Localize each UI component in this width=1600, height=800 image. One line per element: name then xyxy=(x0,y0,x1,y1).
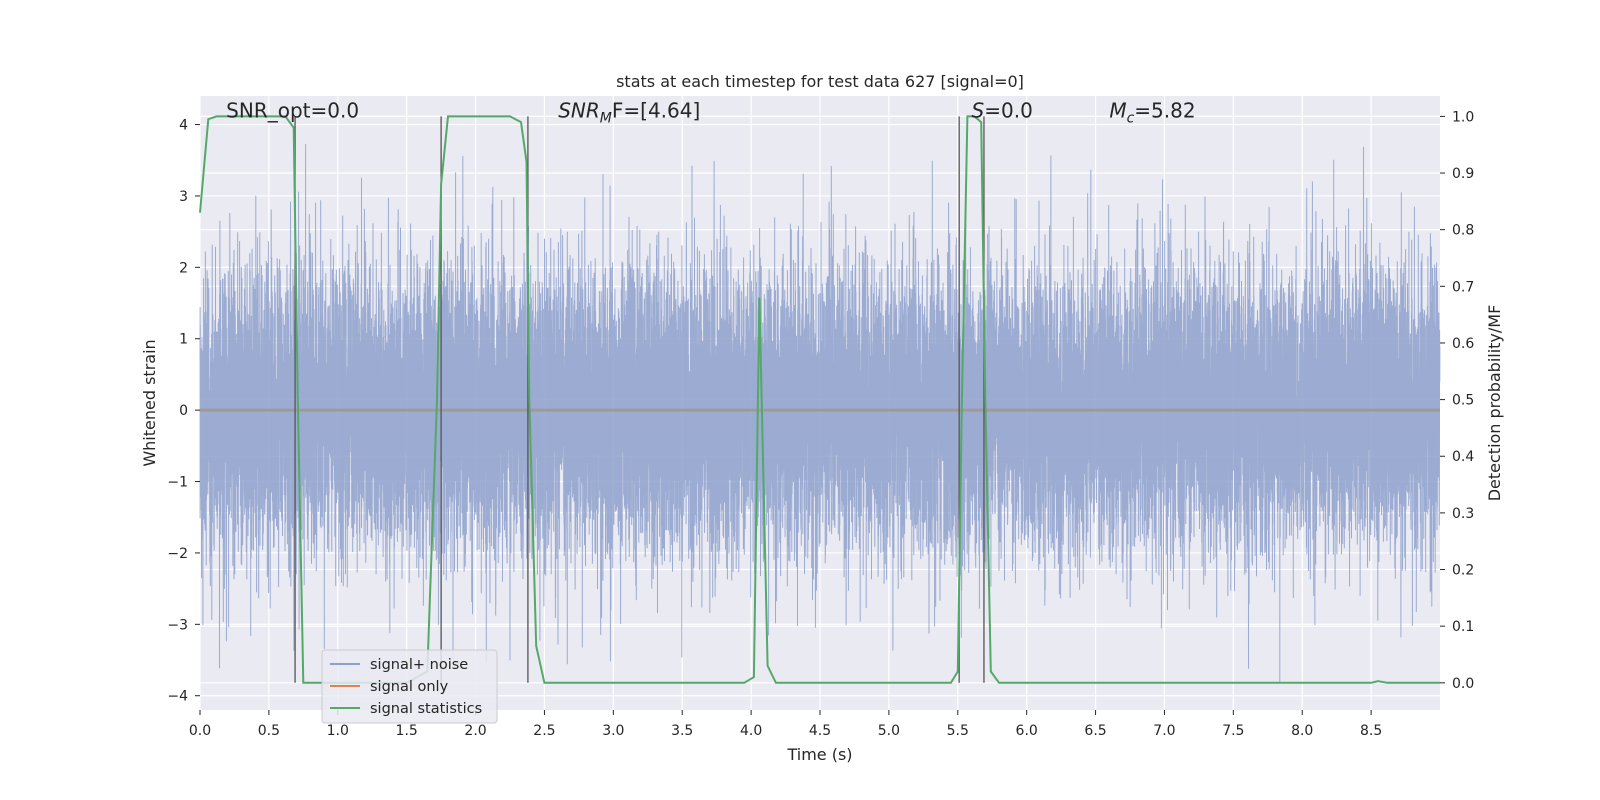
annotations: SNR_opt=0.0 SNRMF=[4.64] S=0.0 Mc=5.82 xyxy=(226,98,1195,126)
y2-tick-label: 0.9 xyxy=(1452,166,1474,182)
y2-tick-label: 0.3 xyxy=(1452,506,1474,522)
legend-label-signal-statistics: signal statistics xyxy=(370,701,482,717)
x-tick-label: 7.5 xyxy=(1222,723,1244,739)
y-tick-label: 1 xyxy=(179,332,188,348)
signal-statistics-series xyxy=(199,115,1440,684)
x-tick-label: 3.0 xyxy=(602,723,624,739)
legend-label-noise: signal+ noise xyxy=(370,657,468,673)
y2-axis-ticks: 0.0 0.1 0.2 0.3 0.4 0.5 0.6 0.7 0.8 0.9 1.0 xyxy=(1440,109,1474,692)
y2-tick-label: 0.6 xyxy=(1452,336,1474,352)
x-tick-label: 3.5 xyxy=(671,723,693,739)
y2-tick-label: 0.4 xyxy=(1452,449,1474,465)
x-axis-label: Time (s) xyxy=(786,745,852,764)
y-tick-label: −3 xyxy=(167,617,188,633)
y2-tick-label: 1.0 xyxy=(1452,109,1474,125)
annotation-text: Mc=5.82 xyxy=(1109,98,1195,126)
signal-statistics-line xyxy=(199,115,1440,684)
x-tick-label: 6.0 xyxy=(1016,723,1038,739)
y2-tick-label: 0.1 xyxy=(1452,619,1474,635)
y-tick-label: −4 xyxy=(167,689,188,705)
y-tick-label: 2 xyxy=(179,260,188,276)
x-tick-label: 0.0 xyxy=(189,723,211,739)
x-tick-label: 5.5 xyxy=(947,723,969,739)
y2-tick-label: 0.5 xyxy=(1452,393,1474,409)
x-tick-label: 2.0 xyxy=(464,723,486,739)
y-axis-ticks: −4 −3 −2 −1 0 1 2 3 4 xyxy=(167,118,200,705)
y2-tick-label: 0.8 xyxy=(1452,223,1474,239)
y2-tick-label: 0.7 xyxy=(1452,279,1474,295)
y-tick-label: 0 xyxy=(179,403,188,419)
y2-axis-label: Detection probability/MF xyxy=(1485,305,1504,502)
annotation-text: SNRMF=[4.64] xyxy=(558,98,700,126)
y-tick-label: −2 xyxy=(167,546,188,562)
chart-title: stats at each timestep for test data 627… xyxy=(616,72,1024,91)
legend-label-signal-only: signal only xyxy=(370,679,449,695)
x-tick-label: 4.0 xyxy=(740,723,762,739)
x-tick-label: 8.0 xyxy=(1291,723,1313,739)
x-tick-label: 4.5 xyxy=(809,723,831,739)
y-axis-label: Whitened strain xyxy=(140,339,159,466)
y2-tick-label: 0.0 xyxy=(1452,676,1474,692)
x-axis-ticks: 0.0 0.5 1.0 1.5 2.0 2.5 3.0 3.5 4.0 4.5 5.0 5.5 6.0 6… xyxy=(189,710,1382,739)
x-tick-label: 7.0 xyxy=(1153,723,1175,739)
legend-box xyxy=(321,649,498,724)
noise-series xyxy=(199,144,1441,683)
x-tick-label: 1.5 xyxy=(396,723,418,739)
x-tick-label: 5.0 xyxy=(878,723,900,739)
x-tick-label: 8.5 xyxy=(1360,723,1382,739)
annotation-text: SNR_opt=0.0 xyxy=(226,98,359,122)
annotation-text: S=0.0 xyxy=(972,98,1033,122)
y-tick-label: 3 xyxy=(179,189,188,205)
y-tick-label: −1 xyxy=(167,475,188,491)
y2-tick-label: 0.2 xyxy=(1452,563,1474,579)
x-tick-label: 0.5 xyxy=(258,723,280,739)
noise-line xyxy=(199,144,1441,683)
x-tick-label: 6.5 xyxy=(1084,723,1106,739)
x-tick-label: 1.0 xyxy=(327,723,349,739)
y-tick-label: 4 xyxy=(179,118,188,134)
x-tick-label: 2.5 xyxy=(533,723,555,739)
legend: signal+ noise signal only signal statist… xyxy=(321,649,498,724)
